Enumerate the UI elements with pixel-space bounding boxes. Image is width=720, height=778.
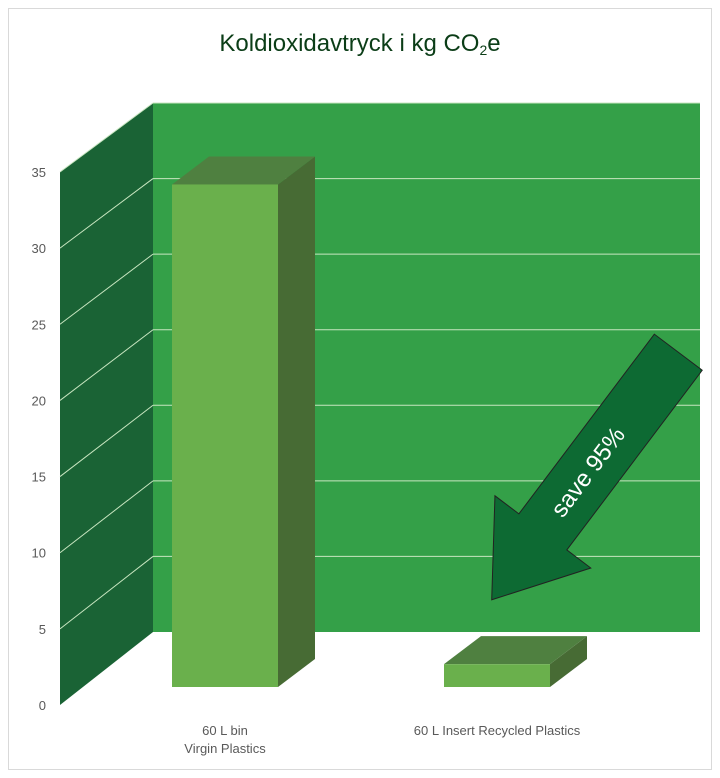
y-tick-label: 20 <box>32 393 46 408</box>
x-tick-label: Virgin Plastics <box>184 741 266 756</box>
gridline-side <box>59 329 154 401</box>
y-tick-label: 25 <box>32 317 46 332</box>
y-tick-label: 35 <box>32 165 46 180</box>
bar-top <box>444 636 587 665</box>
gridline-side <box>59 404 154 477</box>
bar-top <box>172 156 315 185</box>
side-wall <box>60 103 153 705</box>
gridline-side <box>59 253 154 325</box>
x-tick-label: 60 L Insert Recycled Plastics <box>414 723 581 738</box>
gridline-side <box>59 480 154 554</box>
gridline-side <box>59 556 154 630</box>
chart-title: Koldioxidavtryck i kg CO2e <box>219 30 501 58</box>
bar <box>444 664 550 687</box>
x-tick-label: 60 L bin <box>202 723 248 738</box>
y-tick-label: 30 <box>32 241 46 256</box>
y-tick-label: 15 <box>32 470 46 485</box>
arrow-shape <box>491 333 703 601</box>
bar-side <box>550 636 587 687</box>
bar <box>172 184 278 687</box>
bar-side <box>278 156 315 687</box>
gridline-side <box>59 102 154 173</box>
gridline-side <box>59 178 154 249</box>
y-tick-label: 5 <box>39 622 46 637</box>
y-tick-label: 0 <box>39 698 46 713</box>
y-tick-label: 10 <box>32 546 46 561</box>
